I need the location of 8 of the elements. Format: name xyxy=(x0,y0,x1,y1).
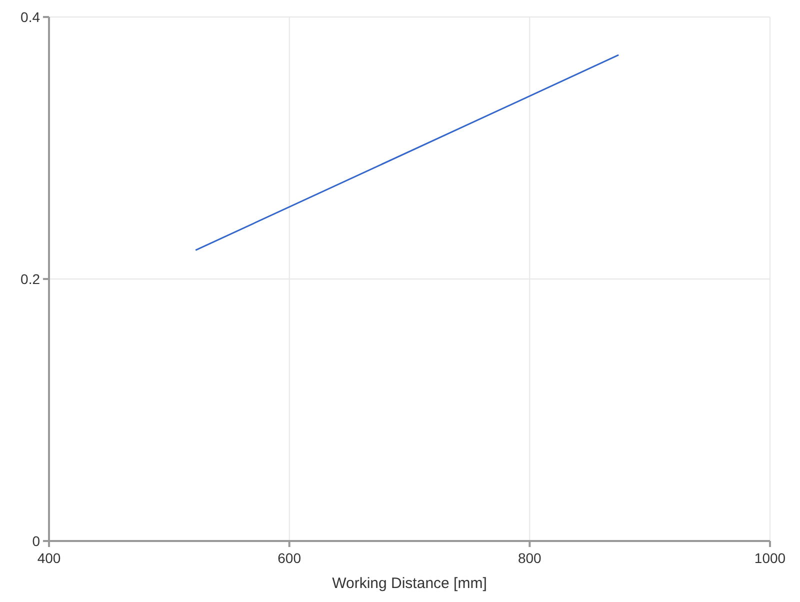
y-tick-label: 0.4 xyxy=(20,9,40,25)
x-axis-title: Working Distance [mm] xyxy=(332,575,487,592)
x-tick-label: 1000 xyxy=(754,550,786,566)
x-tick-label: 400 xyxy=(37,550,61,566)
x-tick-label: 600 xyxy=(278,550,302,566)
y-tick-label: 0 xyxy=(32,533,40,549)
x-tick-label: 800 xyxy=(518,550,542,566)
y-tick-label: 0.2 xyxy=(20,271,40,287)
